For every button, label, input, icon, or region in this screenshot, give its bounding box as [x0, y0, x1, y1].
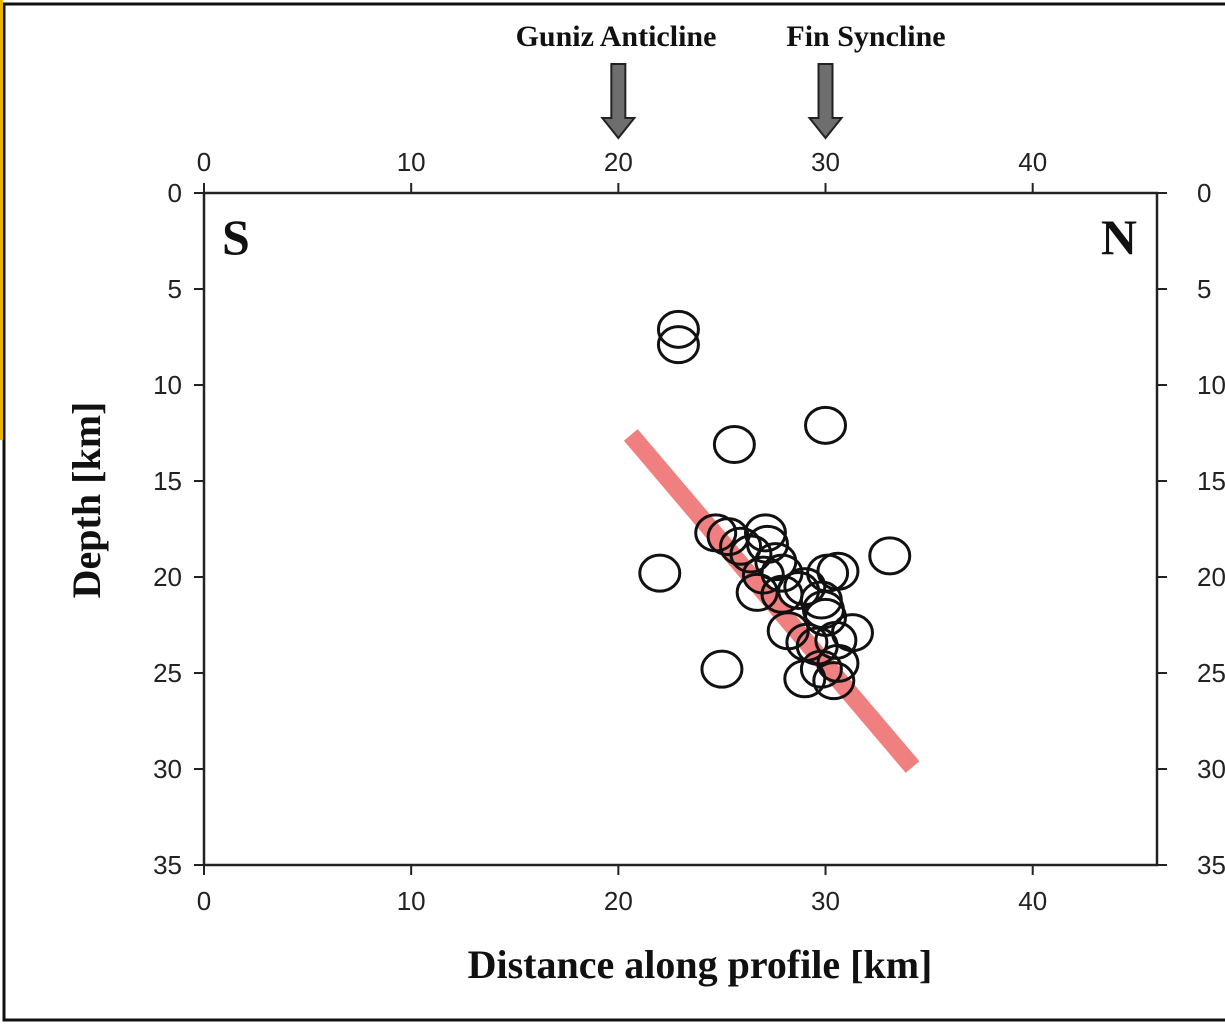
y-tick-label-left-25: 25 — [153, 658, 182, 688]
y-tick-label-left-5: 5 — [168, 274, 182, 304]
y-tick-label-right-5: 5 — [1197, 274, 1211, 304]
data-point — [656, 309, 700, 349]
data-point — [812, 661, 856, 701]
x-tick-label-bottom-10: 10 — [397, 886, 426, 916]
corner-label-north: N — [1101, 209, 1137, 265]
plot-frame — [202, 191, 1159, 867]
x-axis-label: Distance along profile [km] — [468, 942, 933, 987]
data-point — [719, 526, 763, 566]
x-tick-label-bottom-0: 0 — [197, 886, 211, 916]
y-tick-label-right-25: 25 — [1197, 658, 1225, 688]
down-arrow-icon — [807, 63, 844, 140]
corner-label-south: S — [222, 209, 250, 265]
data-point — [700, 649, 744, 689]
y-axis-label: Depth [km] — [64, 402, 109, 599]
y-tick-label-left-0: 0 — [168, 178, 182, 208]
y-tick-label-right-30: 30 — [1197, 754, 1225, 784]
annotation-guniz-anticline: Guniz Anticline — [516, 20, 717, 53]
annotation-fin-syncline: Fin Syncline — [786, 20, 945, 53]
y-tick-label-right-20: 20 — [1197, 562, 1225, 592]
y-tick-label-right-35: 35 — [1197, 850, 1225, 880]
x-tick-label-top-10: 10 — [397, 147, 426, 177]
data-point — [735, 572, 779, 612]
data-point — [656, 325, 700, 365]
y-tick-label-right-10: 10 — [1197, 370, 1225, 400]
y-tick-label-left-15: 15 — [153, 466, 182, 496]
y-tick-label-right-0: 0 — [1197, 178, 1211, 208]
data-point — [638, 553, 682, 593]
y-tick-label-left-30: 30 — [153, 754, 182, 784]
y-tick-label-left-35: 35 — [153, 850, 182, 880]
x-tick-label-bottom-20: 20 — [604, 886, 633, 916]
data-point — [743, 513, 787, 553]
x-tick-label-bottom-40: 40 — [1018, 886, 1047, 916]
y-tick-label-left-20: 20 — [153, 562, 182, 592]
data-point — [712, 425, 756, 465]
data-point — [783, 659, 827, 699]
trend-line — [623, 429, 920, 773]
y-tick-label-left-10: 10 — [153, 370, 182, 400]
data-point — [804, 405, 848, 445]
x-tick-label-top-30: 30 — [811, 147, 840, 177]
data-point — [868, 536, 912, 576]
y-tick-label-right-15: 15 — [1197, 466, 1225, 496]
down-arrow-icon — [600, 63, 637, 140]
x-tick-label-bottom-30: 30 — [811, 886, 840, 916]
x-tick-label-top-20: 20 — [604, 147, 633, 177]
x-tick-label-top-0: 0 — [197, 147, 211, 177]
x-tick-label-top-40: 40 — [1018, 147, 1047, 177]
